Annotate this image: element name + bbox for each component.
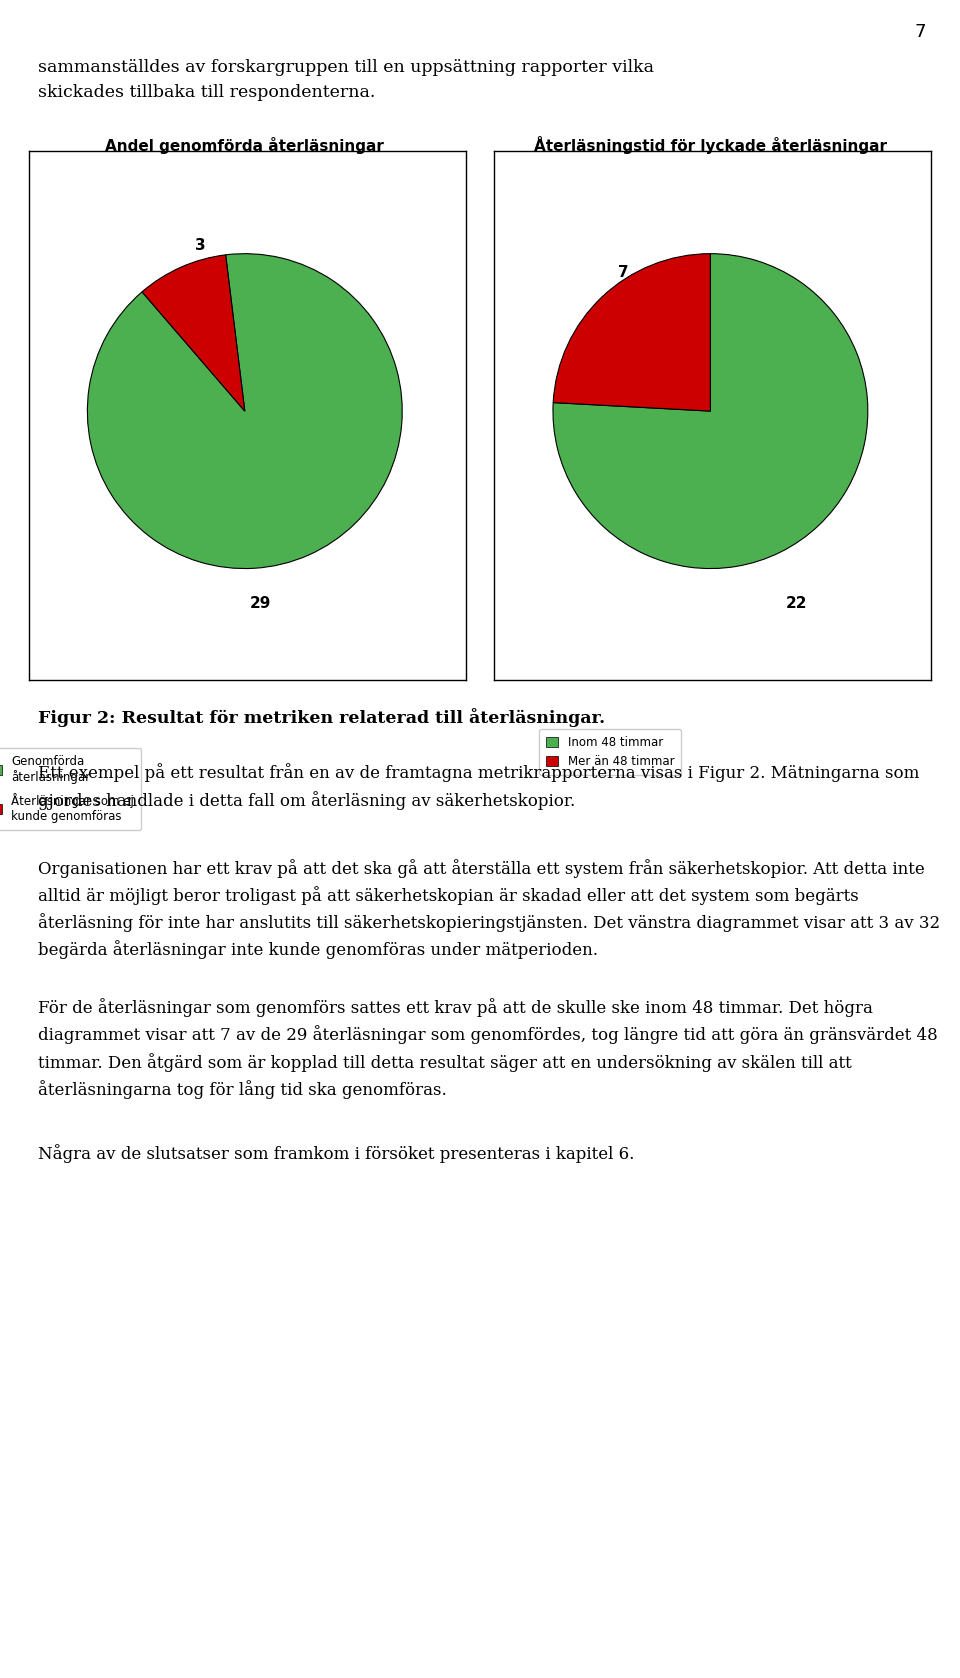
Title: Återläsningstid för lyckade återläsningar: Återläsningstid för lyckade återläsninga… — [534, 136, 887, 154]
Title: Andel genomförda återläsningar: Andel genomförda återläsningar — [106, 138, 384, 154]
Text: sammanställdes av forskargruppen till en uppsättning rapporter vilka
skickades t: sammanställdes av forskargruppen till en… — [38, 59, 655, 101]
Text: 3: 3 — [196, 238, 206, 253]
Wedge shape — [142, 255, 245, 411]
Wedge shape — [553, 253, 868, 569]
Text: Organisationen har ett krav på att det ska gå att återställa ett system från säk: Organisationen har ett krav på att det s… — [38, 859, 941, 960]
Text: 29: 29 — [250, 596, 272, 611]
Text: 22: 22 — [786, 596, 807, 611]
Text: 7: 7 — [618, 265, 629, 280]
Legend: Inom 48 timmar, Mer än 48 timmar: Inom 48 timmar, Mer än 48 timmar — [540, 730, 682, 775]
Legend: Genomförda
återläsningar, Återläsningar som ej
kunde genomföras: Genomförda återläsningar, Återläsningar … — [0, 748, 141, 831]
Text: Några av de slutsatser som framkom i försöket presenteras i kapitel 6.: Några av de slutsatser som framkom i för… — [38, 1144, 635, 1163]
Wedge shape — [553, 253, 710, 411]
Wedge shape — [87, 253, 402, 569]
Text: Ett exempel på ett resultat från en av de framtagna metrikrapporterna visas i Fi: Ett exempel på ett resultat från en av d… — [38, 763, 920, 809]
Text: Figur 2: Resultat för metriken relaterad till återläsningar.: Figur 2: Resultat för metriken relaterad… — [38, 708, 606, 727]
Text: För de återläsningar som genomförs sattes ett krav på att de skulle ske inom 48 : För de återläsningar som genomförs satte… — [38, 998, 938, 1099]
Text: 7: 7 — [915, 23, 926, 40]
